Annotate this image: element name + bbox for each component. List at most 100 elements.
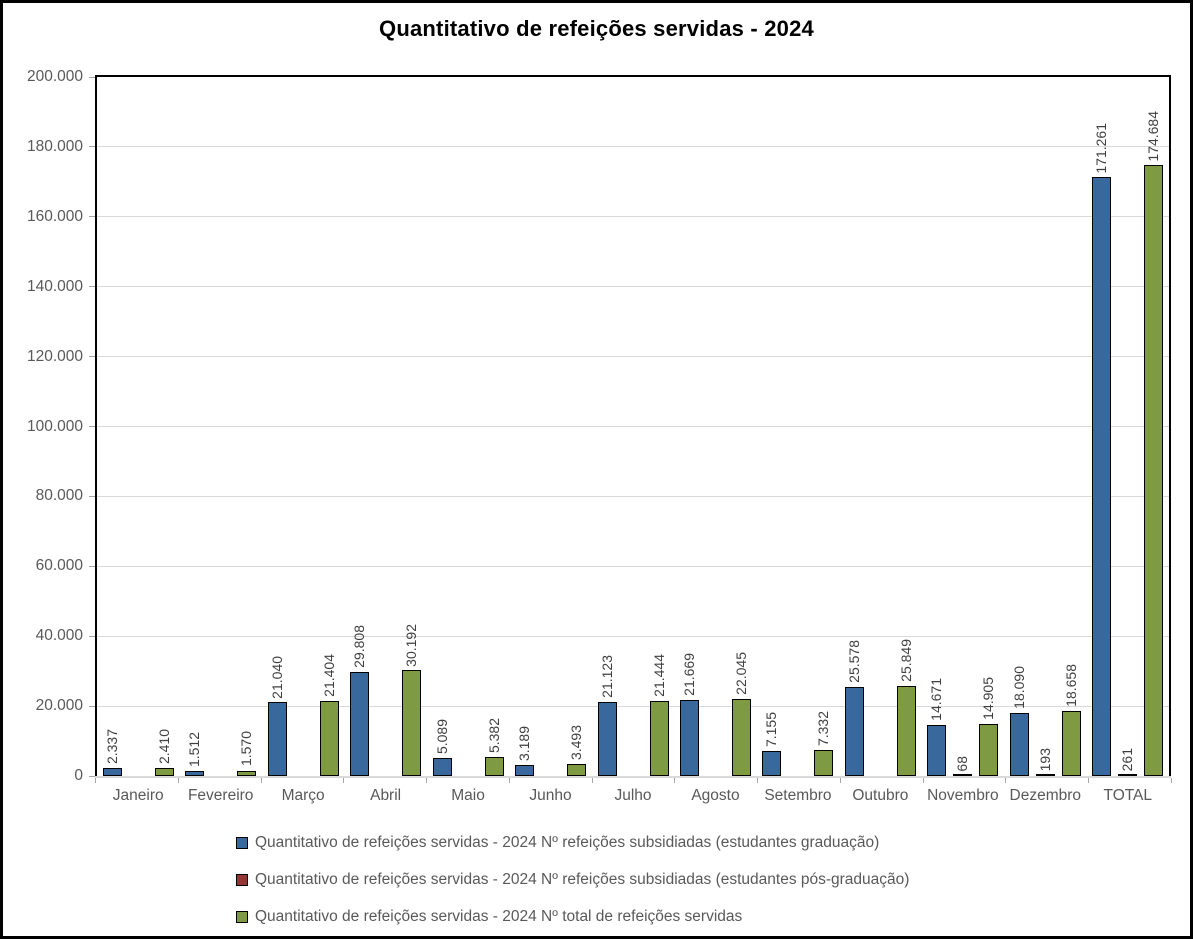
bar — [731, 698, 751, 776]
y-axis-label: 0 — [74, 767, 83, 784]
bar-value-label: 18.090 — [1010, 665, 1027, 709]
grid-line — [97, 565, 1169, 567]
y-axis-line — [95, 75, 97, 778]
legend-swatch — [236, 836, 248, 849]
bar — [762, 751, 782, 776]
x-axis-label: Novembro — [927, 787, 999, 804]
bar-value-label: 25.578 — [845, 639, 862, 683]
x-axis-label: Outubro — [852, 787, 909, 804]
x-axis-tick — [1088, 778, 1090, 783]
bar — [896, 685, 916, 776]
bar — [185, 770, 205, 776]
grid-line — [97, 705, 1169, 707]
y-axis-label: 60.000 — [35, 557, 83, 575]
y-axis-tick — [89, 216, 95, 218]
plot-border-top — [95, 75, 1171, 77]
legend-row: Quantitativo de refeições servidas - 202… — [236, 832, 909, 853]
bar-value-label: 193 — [1036, 747, 1053, 772]
grid-line — [97, 495, 1169, 497]
y-axis-tick — [89, 76, 95, 78]
x-axis-label: Dezembro — [1009, 787, 1082, 804]
y-axis-tick — [89, 426, 95, 427]
bar — [1092, 177, 1112, 776]
plot-area: 2.337 2.410 1.512 1.570 21.040 21.404 29.808 30… — [95, 75, 1171, 778]
x-axis-label: Janeiro — [112, 787, 164, 804]
bar-value-label: 14.905 — [980, 677, 997, 720]
bar-value-label: 261 — [1119, 747, 1136, 772]
bar — [319, 701, 339, 776]
y-axis-label: 40.000 — [35, 627, 83, 645]
bar-value-label: 30.192 — [403, 623, 420, 667]
bar-value-label: 68 — [954, 755, 971, 772]
y-axis-label: 20.000 — [35, 697, 83, 715]
bar — [1035, 774, 1055, 776]
y-axis-tick — [89, 495, 95, 497]
legend-row: Quantitativo de refeições servidas - 202… — [236, 869, 909, 890]
y-axis-label: 140.000 — [26, 277, 83, 295]
legend: Quantitativo de refeições servidas - 202… — [236, 832, 909, 936]
legend-swatch — [236, 910, 248, 923]
plot-border-right — [1169, 75, 1171, 778]
y-axis-tick — [89, 635, 95, 637]
bar-value-label: 5.089 — [433, 719, 450, 755]
x-axis-label: Abril — [370, 787, 402, 804]
bar — [1061, 710, 1081, 776]
bar — [402, 670, 422, 776]
bar — [1144, 165, 1164, 776]
x-axis-label: Maio — [451, 787, 485, 804]
bar — [515, 764, 535, 776]
x-axis-label: Março — [281, 787, 325, 804]
y-axis-label: 80.000 — [35, 487, 83, 505]
bar-value-label: 21.444 — [650, 654, 667, 698]
bar — [1118, 774, 1138, 776]
y-axis-label: 200.000 — [26, 68, 83, 85]
x-axis-tick — [674, 778, 676, 783]
bar — [927, 724, 947, 776]
bar-value-label: 174.684 — [1145, 110, 1162, 162]
x-axis-label: TOTAL — [1103, 787, 1153, 804]
x-axis-tick — [591, 778, 593, 783]
bar-value-label: 5.382 — [485, 718, 502, 754]
y-axis-label: 120.000 — [26, 347, 83, 365]
x-axis-label: Agosto — [691, 787, 740, 804]
x-axis-tick — [508, 778, 510, 783]
legend-swatch — [236, 873, 248, 886]
x-axis-tick — [1005, 778, 1007, 783]
bar — [979, 723, 999, 776]
bar — [237, 770, 257, 776]
grid-line — [97, 356, 1169, 358]
x-axis-tick — [343, 778, 345, 783]
x-axis-tick — [839, 778, 841, 783]
bar-value-label: 29.808 — [351, 625, 368, 668]
bar — [679, 700, 699, 776]
bar-value-label: 7.332 — [815, 711, 832, 747]
bar — [350, 671, 370, 776]
legend-label: Quantitativo de refeições servidas - 202… — [255, 833, 880, 851]
bar — [814, 750, 834, 776]
bar — [484, 757, 504, 776]
bar-value-label: 21.123 — [598, 655, 615, 699]
legend-label: Quantitativo de refeições servidas - 202… — [255, 870, 910, 888]
x-axis-tick — [95, 778, 96, 783]
x-axis-tick — [177, 778, 179, 783]
x-axis-line — [95, 776, 1171, 778]
bar-value-label: 22.045 — [732, 652, 749, 695]
bar — [649, 701, 669, 776]
bar-value-label: 7.155 — [763, 711, 780, 747]
x-axis-label: Fevereiro — [187, 787, 254, 804]
x-axis-tick — [922, 778, 924, 783]
legend-label: Quantitativo de refeições servidas - 202… — [255, 907, 743, 925]
legend-row: Quantitativo de refeições servidas - 202… — [236, 906, 909, 927]
bar — [844, 686, 864, 776]
bar-value-label: 2.337 — [103, 728, 120, 764]
y-axis-tick — [89, 705, 95, 707]
bar — [1009, 712, 1029, 776]
bar — [953, 774, 973, 776]
bar-value-label: 1.512 — [186, 731, 203, 767]
bar-value-label: 3.493 — [568, 724, 585, 760]
bar-value-label: 21.040 — [268, 655, 285, 699]
x-axis-tick — [1171, 778, 1172, 783]
x-axis-tick — [260, 778, 262, 783]
bar-value-label: 2.410 — [155, 728, 172, 764]
